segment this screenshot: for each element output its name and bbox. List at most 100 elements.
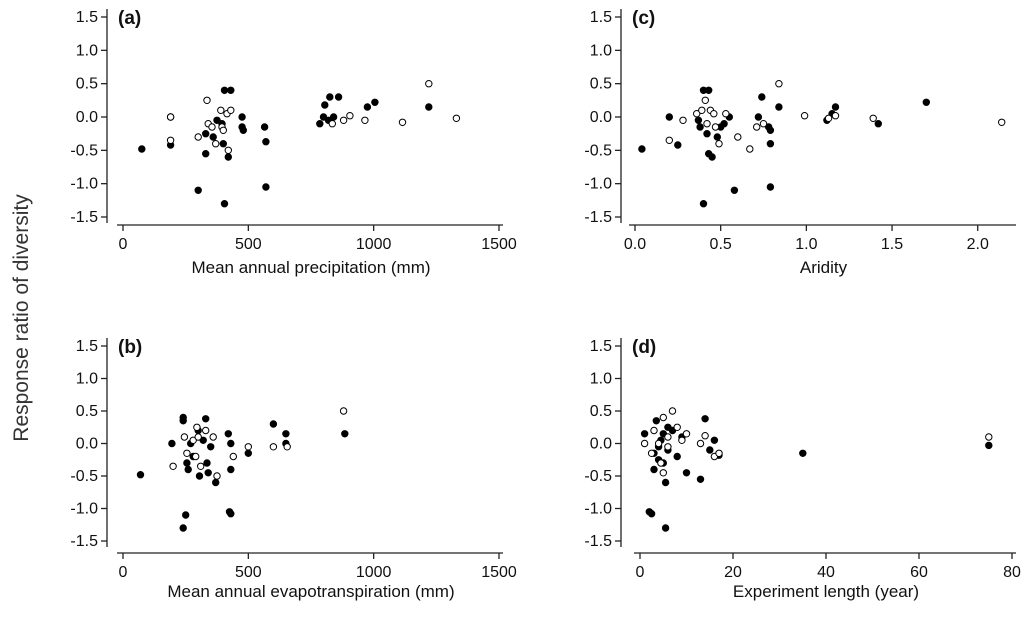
data-point-open	[244, 443, 253, 451]
data-point-open	[339, 116, 348, 125]
data-point-filled	[227, 510, 235, 518]
panel-d: 1.5 1.0 0.5 0.0 -0.5 -1.0 -1.5 0 20 40 60 80 Experim…	[584, 337, 1021, 601]
data-point-open	[715, 140, 723, 148]
shared-y-axis-label: Response ratio of diversity	[10, 194, 33, 442]
data-point-open	[665, 136, 673, 145]
data-point-filled	[831, 103, 840, 111]
data-point-open	[722, 110, 730, 118]
data-point-filled	[321, 101, 329, 109]
data-point-filled	[136, 471, 145, 479]
y-tick-label: -1.0	[70, 176, 98, 193]
data-point-open	[664, 433, 672, 441]
data-point-filled	[758, 93, 766, 101]
data-point-filled	[334, 93, 343, 101]
data-point-filled	[168, 439, 176, 448]
data-point-open	[682, 430, 691, 438]
x-tick-label: 0	[119, 236, 128, 253]
data-point-open	[229, 452, 238, 461]
y-tick-label: 1.0	[590, 371, 612, 388]
data-point-filled	[262, 138, 270, 146]
data-point-filled	[179, 417, 187, 425]
data-point-filled	[425, 103, 433, 111]
x-axis-label: Experiment length (year)	[733, 582, 919, 601]
data-point-open	[711, 123, 720, 131]
data-point-open	[673, 423, 681, 431]
panel-c: 1.5 1.0 0.5 0.0 -0.5 -1.0 -1.5 0.0 0.5 1.0 1.5 2.0 A…	[584, 8, 1016, 277]
data-point-open	[703, 120, 711, 128]
data-point-filled	[766, 140, 775, 148]
data-point-filled	[696, 475, 705, 483]
y-tick-label: 0.5	[76, 403, 98, 420]
data-point-filled	[647, 510, 656, 518]
data-point-open	[759, 120, 768, 128]
data-point-open	[202, 426, 210, 435]
panel-label: (d)	[632, 337, 656, 358]
data-point-filled	[204, 469, 212, 477]
data-point-open	[664, 443, 672, 451]
data-point-filled	[244, 449, 253, 457]
data-point-filled	[212, 478, 220, 487]
data-point-open	[166, 113, 175, 121]
data-point-open	[346, 112, 354, 120]
data-point-filled	[371, 98, 379, 107]
x-axis-label: Mean annual precipitation (mm)	[191, 258, 430, 277]
data-point-filled	[238, 113, 246, 121]
data-point-filled	[922, 98, 930, 107]
x-tick-label: 1.0	[795, 236, 817, 253]
data-point-open	[166, 136, 175, 145]
y-tick-label: 0.5	[590, 76, 612, 93]
data-point-open	[753, 123, 761, 131]
data-point-open	[701, 432, 709, 440]
data-point-open	[657, 459, 665, 467]
data-point-filled	[224, 153, 233, 161]
data-point-filled	[213, 116, 221, 125]
data-point-filled	[363, 103, 372, 111]
x-tick-label: 40	[817, 564, 835, 581]
data-point-filled	[202, 130, 210, 138]
y-tick-label: 0.0	[590, 109, 612, 126]
data-point-filled	[220, 200, 229, 208]
x-tick-label: 500	[235, 564, 262, 581]
x-axis-label: Aridity	[800, 258, 848, 277]
data-point-filled	[694, 116, 703, 125]
y-tick-label: -1.5	[584, 209, 612, 226]
x-tick-label: 20	[724, 564, 742, 581]
data-point-open	[361, 116, 369, 125]
y-tick-label: 1.5	[590, 338, 612, 355]
data-point-filled	[874, 120, 882, 128]
data-point-open	[640, 439, 649, 448]
data-point-filled	[195, 472, 204, 480]
x-tick-label: 0.5	[710, 236, 732, 253]
data-point-open	[696, 439, 705, 448]
y-tick-label: -1.5	[70, 533, 98, 550]
data-point-open	[194, 433, 202, 441]
data-point-filled	[674, 141, 682, 149]
data-point-open	[647, 449, 656, 457]
data-point-open	[715, 449, 723, 457]
data-point-open	[775, 80, 783, 88]
x-tick-label: 1000	[356, 564, 392, 581]
y-tick-label: -1.0	[584, 176, 612, 193]
data-point-filled	[985, 441, 993, 450]
data-point-open	[710, 110, 718, 118]
data-point-filled	[775, 103, 783, 111]
x-tick-label: 1000	[356, 236, 392, 253]
data-point-filled	[202, 415, 210, 423]
x-axis-label: Mean annual evapotranspiration (mm)	[167, 582, 454, 601]
x-tick-label: 0.0	[624, 236, 646, 253]
data-point-filled	[239, 126, 248, 135]
data-point-filled	[701, 415, 709, 423]
y-tick-label: -1.0	[584, 501, 612, 518]
data-point-filled	[652, 417, 660, 425]
data-point-open	[224, 146, 233, 155]
data-point-open	[831, 112, 840, 120]
data-point-filled	[640, 430, 649, 438]
data-point-open	[203, 96, 211, 105]
data-point-filled	[699, 200, 708, 208]
data-point-open	[734, 133, 742, 141]
data-point-open	[189, 436, 197, 444]
panel-b: 1.5 1.0 0.5 0.0 -0.5 -1.0 -1.5 0 500 1000 1500 Mean…	[70, 337, 516, 601]
data-point-filled	[220, 86, 229, 95]
data-point-open	[183, 449, 191, 457]
y-tick-label: 1.5	[76, 338, 98, 355]
